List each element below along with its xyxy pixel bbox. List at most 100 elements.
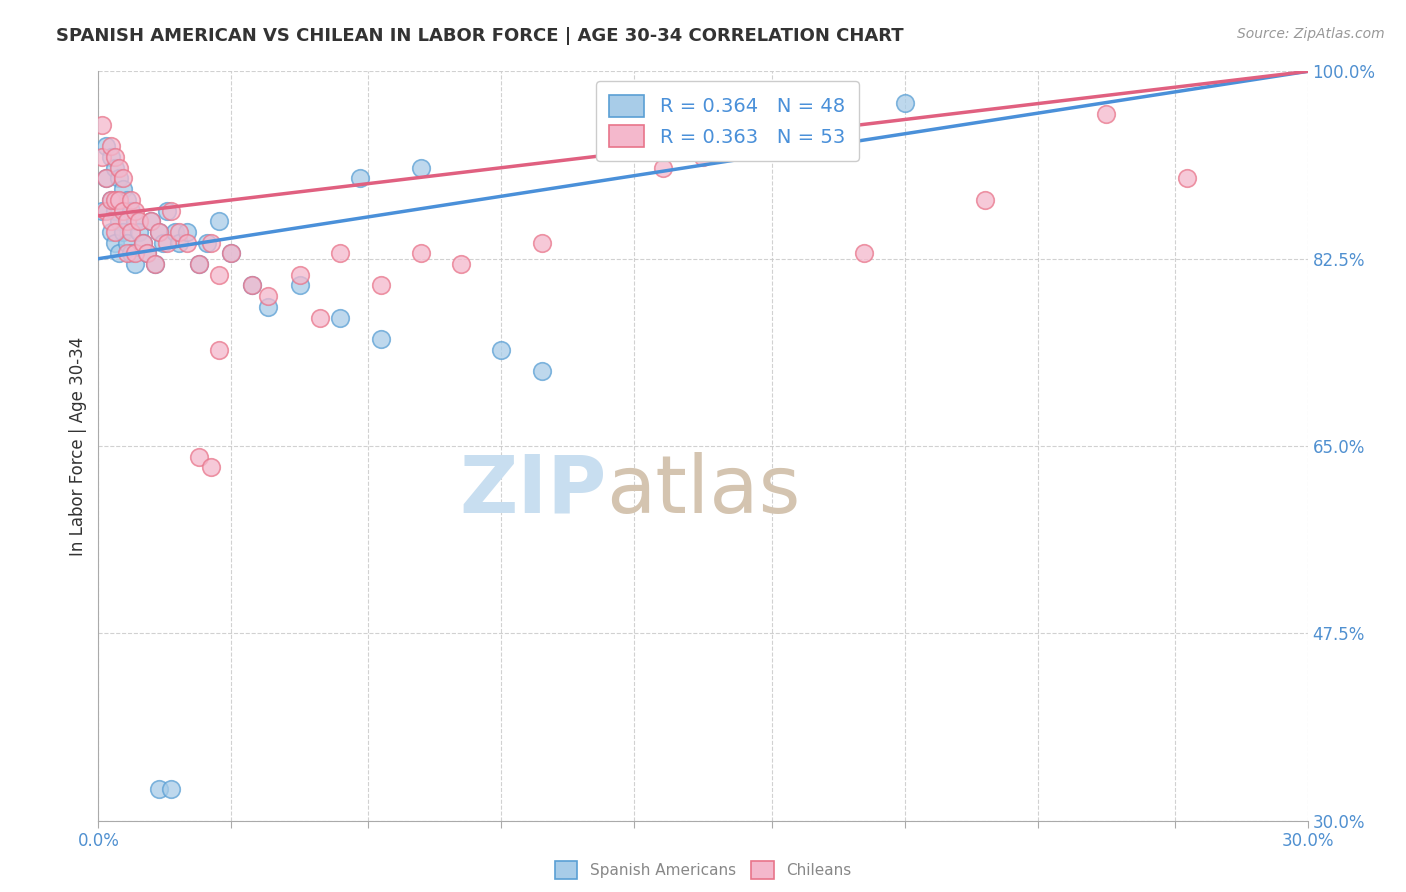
- Point: [256, 289, 278, 303]
- Point: [288, 268, 311, 282]
- Point: [91, 150, 114, 164]
- Point: [148, 225, 170, 239]
- Point: [200, 235, 222, 250]
- Text: Source: ZipAtlas.com: Source: ZipAtlas.com: [1237, 27, 1385, 41]
- Point: [176, 225, 198, 239]
- Point: [651, 161, 673, 175]
- Point: [156, 235, 179, 250]
- Point: [152, 235, 174, 250]
- Point: [96, 139, 118, 153]
- Text: ZIP: ZIP: [458, 452, 606, 530]
- Point: [100, 193, 122, 207]
- Point: [111, 203, 134, 218]
- Point: [160, 203, 183, 218]
- Point: [103, 150, 125, 164]
- Point: [188, 257, 211, 271]
- Text: atlas: atlas: [606, 452, 800, 530]
- Point: [128, 214, 150, 228]
- Point: [124, 214, 146, 228]
- Legend: Spanish Americans, Chileans: Spanish Americans, Chileans: [548, 855, 858, 885]
- Point: [370, 332, 392, 346]
- Point: [1175, 171, 1198, 186]
- Point: [208, 268, 231, 282]
- Point: [329, 310, 352, 325]
- Point: [107, 214, 129, 228]
- Point: [200, 460, 222, 475]
- Point: [176, 235, 198, 250]
- Point: [143, 257, 166, 271]
- Point: [103, 193, 125, 207]
- Point: [107, 161, 129, 175]
- Point: [240, 278, 263, 293]
- Point: [163, 225, 186, 239]
- Point: [103, 161, 125, 175]
- Point: [111, 171, 134, 186]
- Point: [103, 203, 125, 218]
- Point: [139, 214, 162, 228]
- Legend: R = 0.364   N = 48, R = 0.363   N = 53: R = 0.364 N = 48, R = 0.363 N = 53: [596, 81, 859, 161]
- Point: [124, 257, 146, 271]
- Point: [160, 781, 183, 796]
- Point: [167, 225, 190, 239]
- Point: [733, 128, 755, 143]
- Point: [148, 781, 170, 796]
- Point: [124, 246, 146, 260]
- Point: [692, 139, 714, 153]
- Point: [100, 225, 122, 239]
- Y-axis label: In Labor Force | Age 30-34: In Labor Force | Age 30-34: [69, 336, 87, 556]
- Point: [221, 246, 243, 260]
- Point: [143, 257, 166, 271]
- Point: [349, 171, 371, 186]
- Point: [132, 235, 155, 250]
- Point: [195, 235, 218, 250]
- Point: [240, 278, 263, 293]
- Point: [148, 225, 170, 239]
- Point: [100, 139, 122, 153]
- Point: [156, 203, 179, 218]
- Point: [208, 343, 231, 357]
- Point: [111, 225, 134, 239]
- Point: [107, 246, 129, 260]
- Point: [115, 214, 138, 228]
- Point: [188, 450, 211, 464]
- Point: [188, 257, 211, 271]
- Point: [120, 203, 142, 218]
- Point: [132, 235, 155, 250]
- Point: [409, 161, 432, 175]
- Point: [370, 278, 392, 293]
- Point: [91, 203, 114, 218]
- Point: [100, 214, 122, 228]
- Point: [309, 310, 332, 325]
- Point: [530, 235, 553, 250]
- Point: [120, 193, 142, 207]
- Point: [1095, 107, 1118, 121]
- Point: [256, 300, 278, 314]
- Text: SPANISH AMERICAN VS CHILEAN IN LABOR FORCE | AGE 30-34 CORRELATION CHART: SPANISH AMERICAN VS CHILEAN IN LABOR FOR…: [56, 27, 904, 45]
- Point: [974, 193, 997, 207]
- Point: [96, 203, 118, 218]
- Point: [120, 225, 142, 239]
- Point: [115, 193, 138, 207]
- Point: [100, 193, 122, 207]
- Point: [115, 246, 138, 260]
- Point: [124, 203, 146, 218]
- Point: [853, 246, 876, 260]
- Point: [288, 278, 311, 293]
- Point: [111, 182, 134, 196]
- Point: [107, 193, 129, 207]
- Point: [135, 246, 157, 260]
- Point: [115, 235, 138, 250]
- Point: [167, 235, 190, 250]
- Point: [692, 150, 714, 164]
- Point: [128, 225, 150, 239]
- Point: [107, 171, 129, 186]
- Point: [91, 118, 114, 132]
- Point: [409, 246, 432, 260]
- Point: [100, 150, 122, 164]
- Point: [135, 246, 157, 260]
- Point: [139, 214, 162, 228]
- Point: [221, 246, 243, 260]
- Point: [893, 96, 915, 111]
- Point: [96, 171, 118, 186]
- Point: [208, 214, 231, 228]
